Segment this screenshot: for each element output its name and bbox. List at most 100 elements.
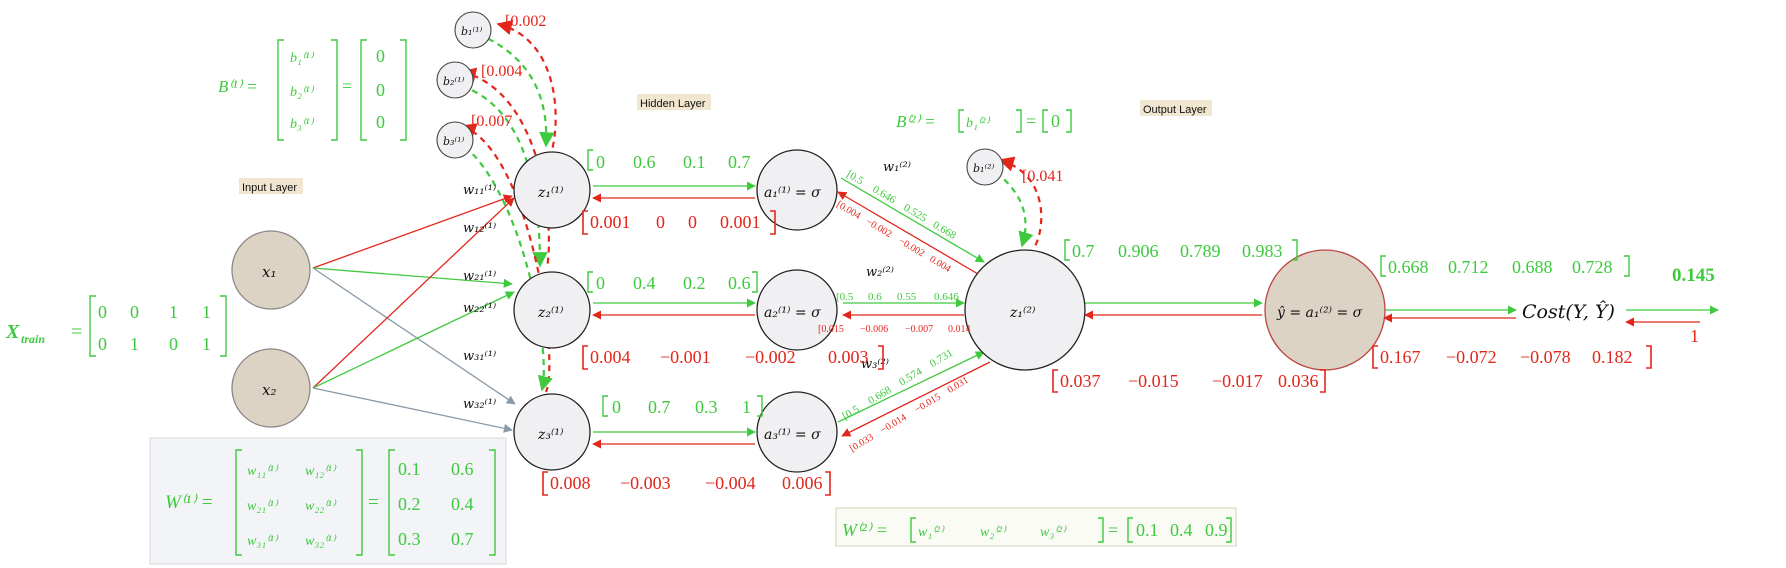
z3-hidden-label: z₃⁽¹⁾ bbox=[537, 427, 564, 443]
svg-text:0.6: 0.6 bbox=[633, 152, 656, 172]
svg-text:0: 0 bbox=[596, 273, 605, 293]
z1-hidden-node bbox=[513, 151, 591, 229]
input-layer-label: Input Layer bbox=[242, 182, 297, 194]
svg-text:=: = bbox=[1026, 111, 1036, 131]
svg-text:−0.002: −0.002 bbox=[745, 347, 796, 367]
svg-text:0: 0 bbox=[98, 334, 107, 354]
z1-hidden-label: z₁⁽¹⁾ bbox=[537, 185, 564, 201]
svg-text:1: 1 bbox=[169, 302, 178, 322]
svg-text:0.7: 0.7 bbox=[728, 152, 751, 172]
svg-text:0.6: 0.6 bbox=[868, 291, 882, 303]
svg-text:[0.5: [0.5 bbox=[844, 168, 866, 187]
svg-text:0: 0 bbox=[130, 302, 139, 322]
svg-text:0.006: 0.006 bbox=[782, 473, 823, 493]
svg-text:−0.006: −0.006 bbox=[860, 324, 888, 335]
svg-text:=: = bbox=[368, 492, 379, 513]
svg-text:0.003: 0.003 bbox=[828, 347, 869, 367]
z2-hidden-node bbox=[513, 271, 591, 349]
svg-text:0: 0 bbox=[169, 334, 178, 354]
svg-text:w₂₁⁽¹⁾: w₂₁⁽¹⁾ bbox=[247, 499, 279, 514]
svg-text:w₃⁽²⁾: w₃⁽²⁾ bbox=[1040, 525, 1067, 540]
svg-text:0.728: 0.728 bbox=[1572, 257, 1613, 277]
w11-label: w₁₁⁽¹⁾ bbox=[463, 183, 496, 198]
svg-text:0.7: 0.7 bbox=[451, 529, 474, 549]
svg-text:−0.015: −0.015 bbox=[1128, 371, 1179, 391]
x2-label: x₂ bbox=[262, 381, 276, 399]
a3-backward-vector: [0.033 −0.014 −0.015 0.031 bbox=[848, 375, 971, 455]
svg-text:0.55: 0.55 bbox=[897, 291, 917, 303]
b3-hidden-label: b₃⁽¹⁾ bbox=[443, 135, 465, 148]
a2-hidden-label: a₂⁽¹⁾ = σ bbox=[764, 305, 821, 321]
cost-gradient: 1 bbox=[1690, 326, 1699, 346]
w2-out-label: w₂⁽²⁾ bbox=[866, 265, 894, 280]
x-train-matrix: X train = 0 0 1 1 0 1 0 1 bbox=[5, 295, 227, 357]
svg-text:w₁₂⁽¹⁾: w₁₂⁽¹⁾ bbox=[305, 464, 337, 479]
svg-text:B⁽¹⁾ =: B⁽¹⁾ = bbox=[218, 77, 258, 96]
svg-text:0.1: 0.1 bbox=[398, 459, 421, 479]
svg-text:0: 0 bbox=[376, 112, 385, 132]
w32-label: w₃₂⁽¹⁾ bbox=[463, 397, 496, 412]
x1-label: x₁ bbox=[262, 263, 276, 281]
svg-text:0.906: 0.906 bbox=[1118, 241, 1159, 261]
z1-backward-vector: 0.001 0 0 0.001 bbox=[582, 210, 776, 235]
svg-text:−0.001: −0.001 bbox=[660, 347, 711, 367]
svg-text:0.167: 0.167 bbox=[1380, 347, 1421, 367]
svg-text:0: 0 bbox=[688, 212, 697, 232]
svg-text:X: X bbox=[5, 321, 20, 343]
z2-forward-vector: 0 0.4 0.2 0.6 bbox=[587, 271, 758, 293]
svg-text:0.182: 0.182 bbox=[1592, 347, 1633, 367]
a3-hidden-label: a₃⁽¹⁾ = σ bbox=[764, 427, 821, 443]
w2-vector: W⁽²⁾ = w₁⁽²⁾ w₂⁽²⁾ w₃⁽²⁾ = 0.1 0.4 0.9 bbox=[842, 517, 1232, 543]
svg-text:0.668: 0.668 bbox=[866, 384, 894, 407]
svg-text:0.646: 0.646 bbox=[934, 291, 959, 303]
svg-text:0.3: 0.3 bbox=[695, 397, 718, 417]
b2-gradient: [0.004 bbox=[481, 63, 522, 80]
svg-text:=: = bbox=[71, 321, 82, 343]
svg-text:0.9: 0.9 bbox=[1205, 520, 1228, 540]
b1-matrix: B⁽¹⁾ = b₁⁽¹⁾ b₂⁽¹⁾ b₃⁽¹⁾ = 0 0 0 bbox=[218, 39, 407, 141]
svg-text:0.3: 0.3 bbox=[398, 529, 421, 549]
b-output-gradient: [0.041 bbox=[1022, 168, 1063, 185]
svg-text:1: 1 bbox=[130, 334, 139, 354]
z2-hidden-label: z₂⁽¹⁾ bbox=[537, 305, 564, 321]
b1-gradient: [0.002 bbox=[505, 13, 546, 30]
svg-text:−0.002: −0.002 bbox=[864, 216, 894, 240]
yhat-forward-vector: 0.668 0.712 0.688 0.728 bbox=[1380, 255, 1630, 277]
b-output-node bbox=[966, 148, 1004, 186]
svg-text:0.6: 0.6 bbox=[451, 459, 474, 479]
a1-hidden-label: a₁⁽¹⁾ = σ bbox=[764, 185, 821, 201]
svg-text:w₂⁽²⁾: w₂⁽²⁾ bbox=[980, 525, 1007, 540]
svg-text:−0.004: −0.004 bbox=[705, 473, 756, 493]
svg-text:0: 0 bbox=[1051, 111, 1060, 131]
svg-text:[0.015: [0.015 bbox=[818, 324, 844, 335]
a1-hidden-node bbox=[756, 149, 838, 231]
svg-text:0.2: 0.2 bbox=[683, 273, 706, 293]
svg-text:−0.002: −0.002 bbox=[897, 236, 927, 260]
w1-matrix-panel bbox=[149, 437, 507, 565]
svg-text:B⁽²⁾ =: B⁽²⁾ = bbox=[896, 112, 936, 131]
z-output-label: z₁⁽²⁾ bbox=[1009, 305, 1036, 321]
svg-text:b₂⁽¹⁾: b₂⁽¹⁾ bbox=[290, 85, 315, 100]
svg-text:0.008: 0.008 bbox=[550, 473, 591, 493]
svg-text:0: 0 bbox=[612, 397, 621, 417]
svg-text:=: = bbox=[1108, 520, 1118, 540]
w22-label: w₂₂⁽¹⁾ bbox=[463, 301, 496, 316]
x2-node bbox=[231, 348, 311, 428]
svg-text:0.983: 0.983 bbox=[1242, 241, 1283, 261]
b2-vector: B⁽²⁾ = b₁⁽²⁾ = 0 bbox=[896, 109, 1072, 133]
z1-forward-vector: 0 0.6 0.1 0.7 bbox=[587, 149, 751, 172]
svg-text:0.004: 0.004 bbox=[590, 347, 631, 367]
z-output-node bbox=[964, 249, 1086, 371]
a2-hidden-node bbox=[756, 269, 838, 351]
svg-text:0.712: 0.712 bbox=[1448, 257, 1489, 277]
svg-text:w₁₁⁽¹⁾: w₁₁⁽¹⁾ bbox=[247, 464, 279, 479]
w31-label: w₃₁⁽¹⁾ bbox=[463, 349, 496, 364]
a2-forward-vector: [0.5 0.6 0.55 0.646 bbox=[836, 291, 959, 303]
svg-text:−0.007: −0.007 bbox=[905, 324, 933, 335]
svg-text:=: = bbox=[342, 76, 352, 96]
svg-text:[0.5: [0.5 bbox=[836, 291, 854, 303]
z-output-backward-vector: 0.037 −0.015 −0.017 0.036 bbox=[1052, 369, 1326, 393]
a1-backward-vector: [0.004 −0.002 −0.002 0.004 bbox=[834, 199, 952, 275]
svg-text:w₃₁⁽¹⁾: w₃₁⁽¹⁾ bbox=[247, 534, 279, 549]
